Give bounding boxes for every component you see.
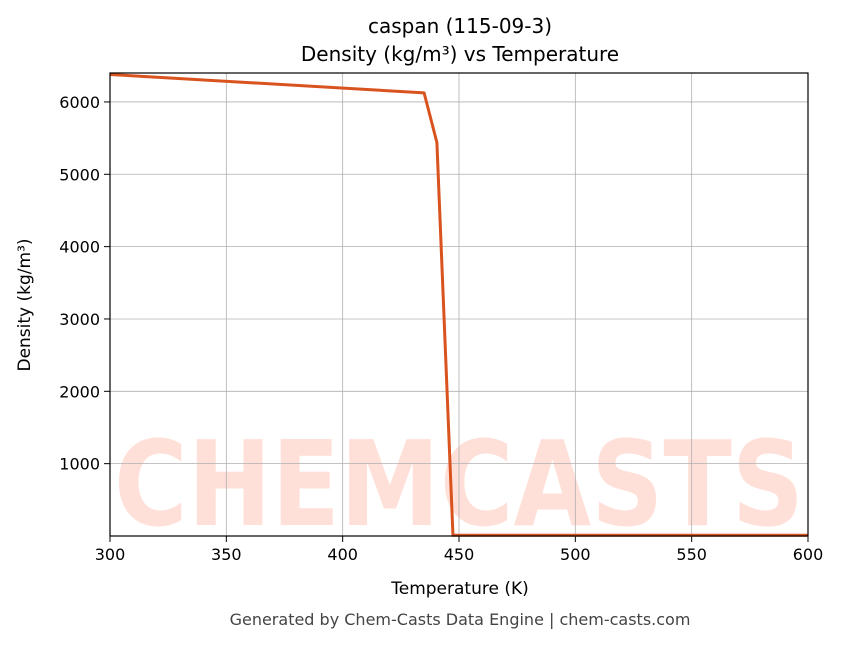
- y-tick-label: 5000: [59, 165, 100, 184]
- data-line: [109, 72, 808, 537]
- y-tick-label: 4000: [59, 238, 100, 257]
- chart-title: caspan (115-09-3): [368, 14, 552, 38]
- y-axis-label: Density (kg/m³): [15, 238, 35, 371]
- x-tick-label: 350: [211, 545, 242, 564]
- x-tick-label: 600: [793, 545, 824, 564]
- x-tick-label: 450: [444, 545, 475, 564]
- y-tick-label: 3000: [59, 310, 100, 329]
- x-axis-label: Temperature (K): [390, 579, 529, 599]
- y-tick-label: 1000: [59, 455, 100, 474]
- y-tick-label: 6000: [59, 93, 100, 112]
- chart-subtitle: Density (kg/m³) vs Temperature: [301, 42, 619, 66]
- footer: Generated by Chem-Casts Data Engine | ch…: [230, 610, 691, 629]
- x-tick-label: 300: [95, 545, 126, 564]
- x-tick-label: 400: [327, 545, 358, 564]
- y-tick-label: 2000: [59, 382, 100, 401]
- x-tick-label: 500: [560, 545, 591, 564]
- x-tick-label: 550: [676, 545, 707, 564]
- plot-frame: [109, 72, 809, 537]
